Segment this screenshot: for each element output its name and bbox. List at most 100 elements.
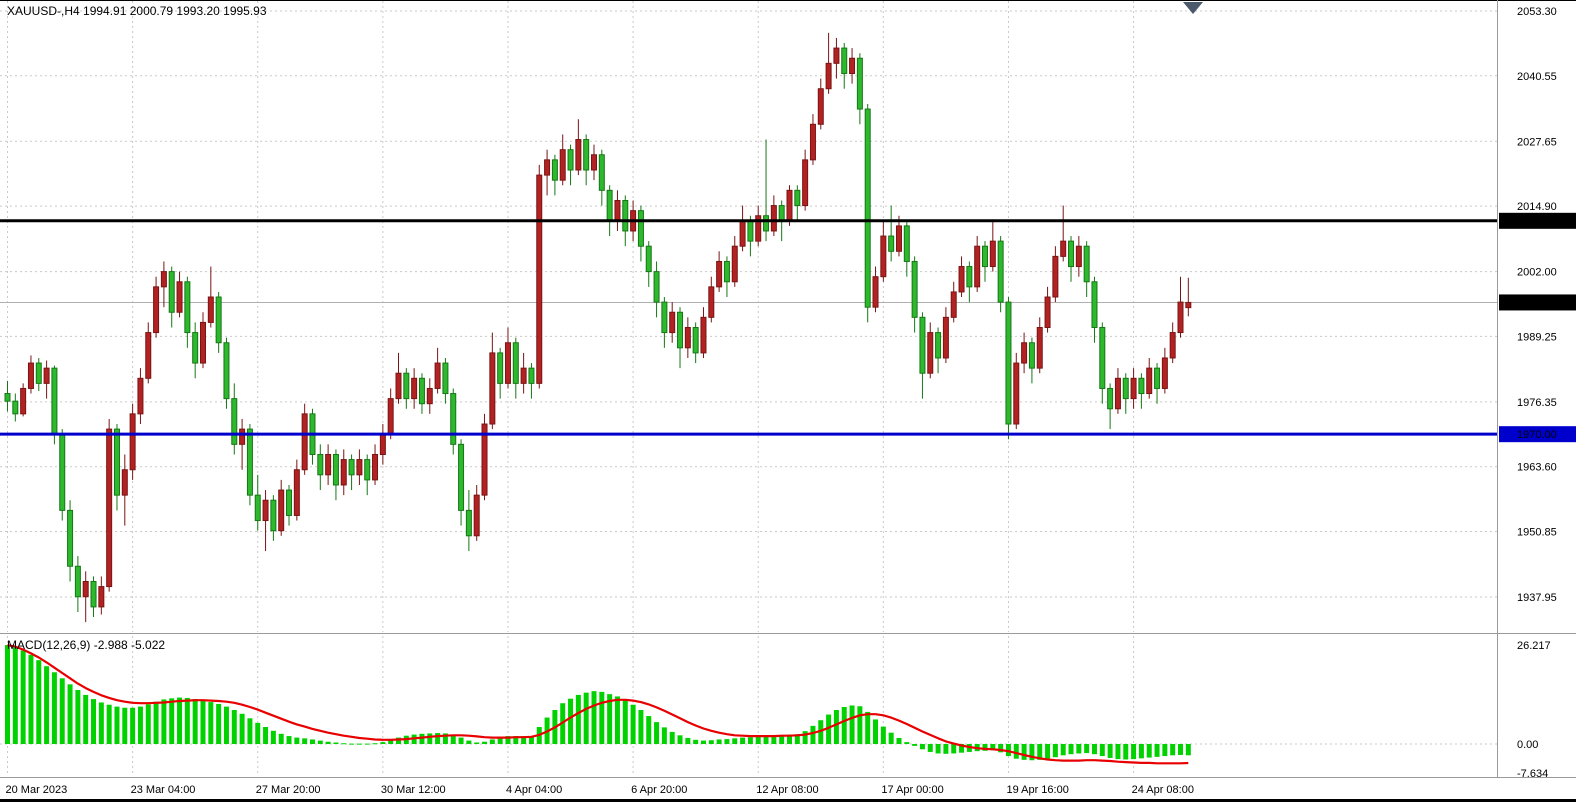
time-axis-label[interactable]: 23 Mar 04:00 [131,784,196,796]
candle-body [137,377,144,415]
candle-body [67,509,74,567]
candle-body [465,509,472,537]
candle-body [755,215,762,242]
macd-histogram-bar [599,691,605,744]
price-axis-label: 1937.95 [1517,592,1557,604]
candle-body [356,459,363,476]
candle-body [692,326,699,354]
macd-histogram-bar [646,716,652,744]
candle-body [723,260,730,283]
macd-histogram-bar [333,742,339,744]
candle-body [403,372,410,400]
time-axis-label[interactable]: 17 Apr 00:00 [881,784,943,796]
macd-histogram-bar [1146,744,1152,758]
candle-body [411,377,418,400]
time-axis-label[interactable]: 24 Apr 08:00 [1132,784,1194,796]
candle-body [512,342,519,384]
candle-body [747,220,754,242]
candle-body [160,271,167,288]
macd-histogram-bar [474,742,480,744]
macd-histogram-bar [341,743,347,745]
time-axis-label[interactable]: 19 Apr 16:00 [1006,784,1068,796]
macd-histogram-bar [458,737,464,744]
time-axis-label[interactable]: 12 Apr 08:00 [756,784,818,796]
macd-histogram-bar [1185,744,1191,756]
time-axis-label[interactable]: 6 Apr 20:00 [631,784,687,796]
macd-histogram-bar [317,740,323,744]
macd-histogram-bar [98,702,104,744]
candle-body [20,387,27,415]
macd-histogram-bar [223,706,229,744]
macd-histogram-bar [1154,744,1160,757]
macd-histogram-bar [1138,744,1144,759]
macd-histogram-bar [372,743,378,745]
candle-body [254,494,261,522]
candle-body [1075,245,1082,268]
candle-body [145,332,152,379]
macd-histogram-bar [435,733,441,744]
candle-body [982,245,988,268]
time-axis-label[interactable]: 4 Apr 04:00 [506,784,562,796]
candle-body [903,225,910,262]
candle-body [1146,367,1153,395]
candle-body [458,443,465,511]
candle-body [473,494,480,537]
candle-body [544,159,551,176]
macd-histogram-bar [419,733,425,744]
candle-body [325,454,332,476]
macd-histogram-bar [28,654,34,744]
time-axis-label[interactable]: 20 Mar 2023 [6,784,68,796]
chart-shift-icon[interactable] [1183,2,1203,14]
candle-body [1060,240,1067,257]
macd-histogram-bar [364,743,370,745]
macd-histogram-bar [1107,744,1113,758]
candle-body [1005,301,1012,425]
macd-histogram-bar [716,739,722,744]
macd-histogram-bar [982,744,988,751]
macd-histogram-bar [732,738,738,744]
macd-histogram-bar [130,707,136,744]
macd-histogram-bar [1052,744,1058,758]
macd-histogram-bar [1076,744,1082,754]
macd-histogram-bar [12,647,18,744]
candle-body [129,413,136,471]
price-axis-label: 2002.00 [1517,267,1557,279]
candle-body [895,225,902,252]
candle-body [622,199,629,232]
candle-body [770,205,777,232]
macd-histogram-bar [145,704,151,744]
candle-body [1028,342,1035,369]
macd-histogram-bar [521,736,527,744]
price-level-badge-label: 1970.00 [1517,429,1557,441]
candle-body [12,400,19,415]
macd-histogram-bar [912,744,918,746]
macd-histogram-bar [935,744,941,754]
candle-body [786,189,793,222]
candle-body [1083,245,1090,283]
macd-axis-label: 0.00 [1517,739,1538,751]
macd-histogram-bar [497,737,503,744]
macd-histogram-bar [638,710,644,744]
candle-body [520,367,527,384]
candle-body [778,205,785,222]
candle-body [661,301,668,334]
macd-histogram-bar [998,744,1004,753]
macd-histogram-bar [802,731,808,744]
macd-histogram-bar [192,699,198,744]
macd-histogram-bar [896,737,902,744]
candle-body [677,311,684,349]
time-axis-label[interactable]: 27 Mar 20:00 [256,784,321,796]
candle-body [1068,240,1075,268]
candle-body [418,377,425,405]
bottom-border [0,799,1576,802]
candle-body [1044,296,1051,328]
macd-histogram-bar [818,720,824,744]
candle-body [528,367,535,384]
macd-histogram-bar [771,735,777,744]
time-axis-label[interactable]: 30 Mar 12:00 [381,784,446,796]
candle-body [200,321,206,364]
macd-histogram-bar [583,692,589,744]
macd-histogram-bar [990,744,996,751]
candle-body [731,245,738,283]
